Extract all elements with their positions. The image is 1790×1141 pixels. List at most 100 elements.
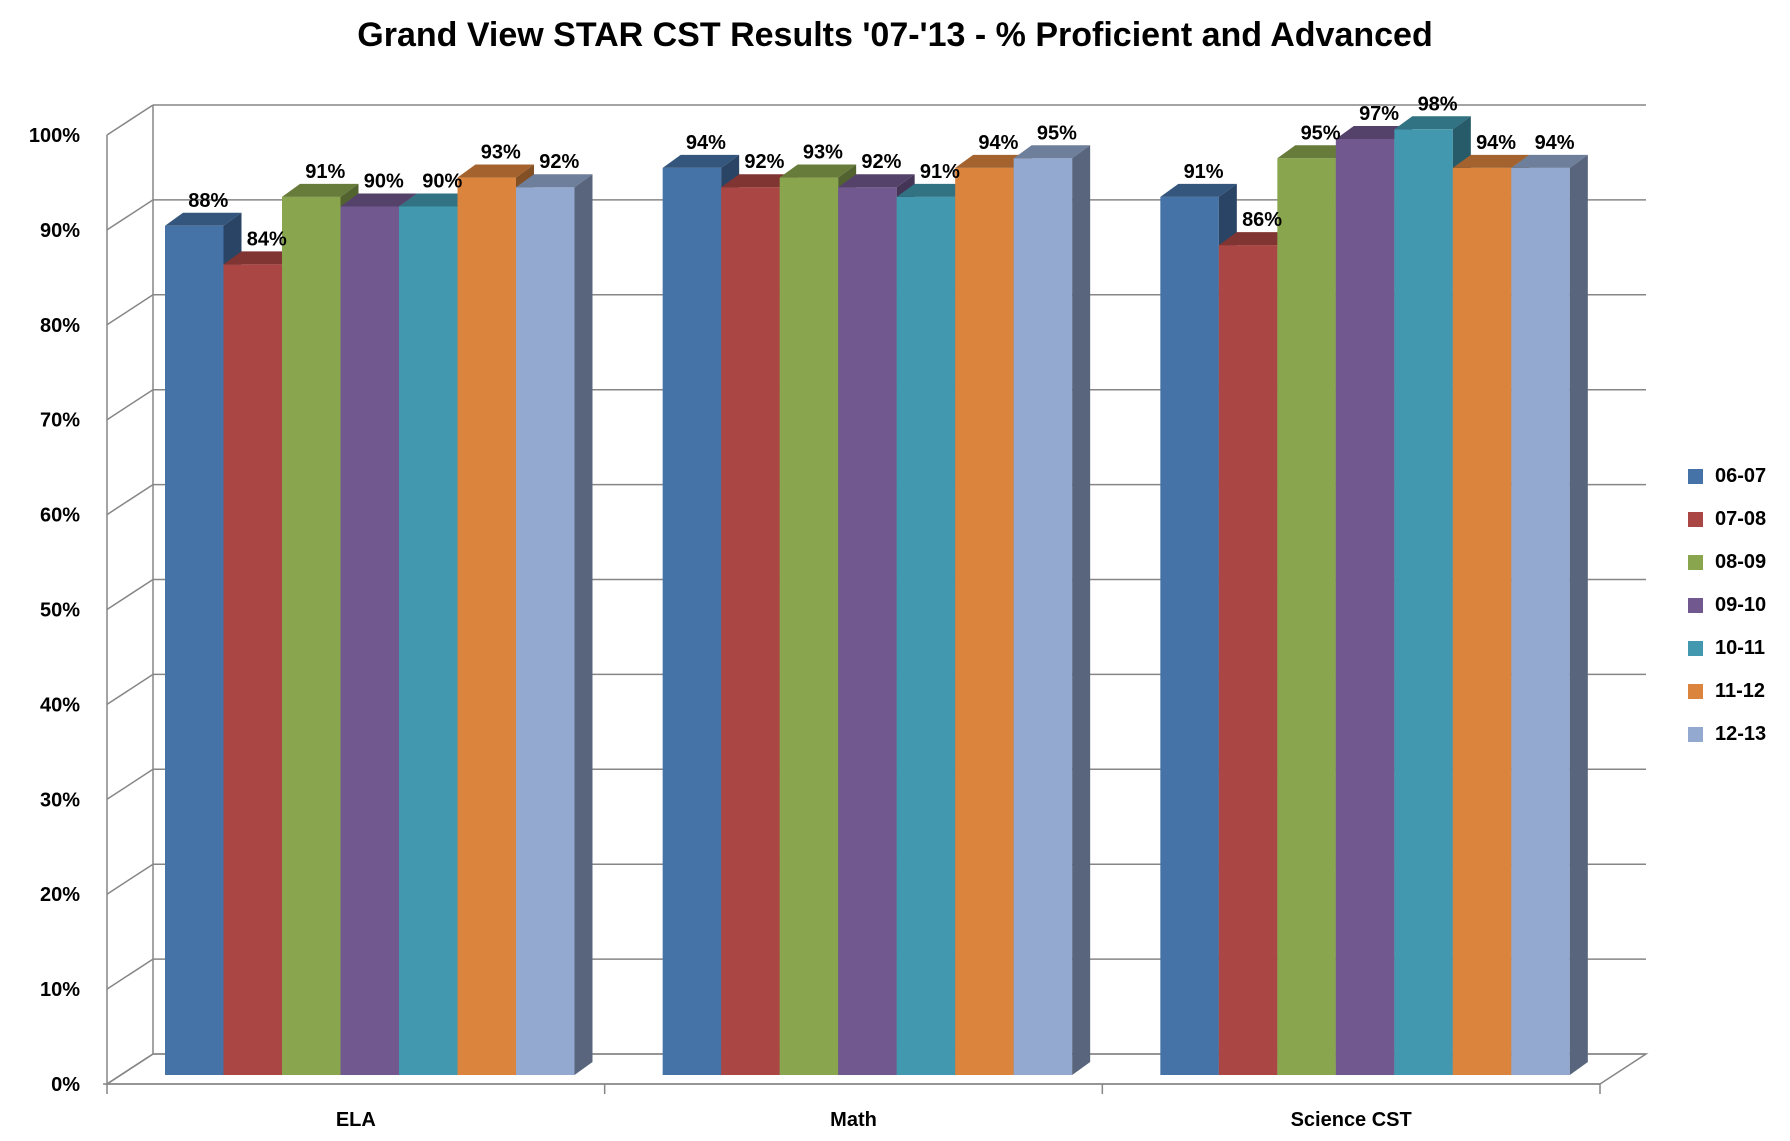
x-tick-label: ELA bbox=[336, 1109, 376, 1131]
bar-front bbox=[1335, 138, 1395, 1075]
bar-top bbox=[779, 164, 857, 178]
bar-front bbox=[223, 264, 282, 1075]
bar-top bbox=[340, 193, 417, 207]
bar-front bbox=[779, 177, 839, 1076]
bars bbox=[165, 116, 1588, 1076]
legend-item: 10-11 bbox=[1688, 627, 1766, 670]
data-label: 91% bbox=[920, 161, 960, 183]
y-tick-label: 60% bbox=[40, 505, 80, 527]
axes: 0% 10% 20% 30% 40% 50% 60% 70% 80% 90% 100% ELA Math… bbox=[29, 125, 1601, 1131]
bar-top bbox=[1452, 154, 1530, 168]
legend-item: 11-12 bbox=[1688, 670, 1766, 713]
legend-label: 06-07 bbox=[1715, 465, 1767, 487]
bar-front bbox=[955, 167, 1014, 1075]
bar-front bbox=[721, 187, 780, 1075]
legend-item: 06-07 bbox=[1688, 455, 1766, 498]
bar-front bbox=[282, 196, 341, 1076]
data-label: 95% bbox=[1301, 122, 1341, 144]
y-tick-label: 10% bbox=[40, 979, 80, 1001]
data-label: 94% bbox=[1535, 132, 1575, 154]
bar-front bbox=[1277, 158, 1336, 1075]
bar-top bbox=[1394, 116, 1471, 130]
bar-top bbox=[1511, 154, 1588, 168]
bar-front bbox=[662, 167, 722, 1075]
legend-label: 09-10 bbox=[1715, 594, 1767, 616]
data-label: 92% bbox=[861, 151, 901, 173]
bar-top bbox=[165, 212, 242, 226]
bar-front bbox=[1013, 158, 1073, 1075]
bar-top bbox=[955, 154, 1032, 168]
legend-label: 12-13 bbox=[1715, 723, 1767, 745]
data-label: 93% bbox=[803, 142, 843, 164]
side-wall-line bbox=[106, 199, 154, 231]
legend-swatch bbox=[1688, 555, 1703, 570]
legend-label: 11-12 bbox=[1715, 680, 1766, 702]
data-label: 98% bbox=[1418, 93, 1458, 115]
data-label: 91% bbox=[1184, 161, 1224, 183]
bar bbox=[1511, 154, 1588, 1075]
data-label: 92% bbox=[539, 151, 579, 173]
bar-top bbox=[1160, 183, 1237, 197]
bar-top bbox=[1277, 145, 1354, 159]
y-tick-label: 40% bbox=[40, 694, 80, 716]
side-wall-line bbox=[106, 389, 154, 421]
data-label: 95% bbox=[1037, 122, 1077, 144]
side-wall-line bbox=[106, 958, 154, 990]
bar-front bbox=[457, 177, 516, 1076]
y-tick-label: 0% bbox=[51, 1074, 80, 1096]
side-wall-line bbox=[106, 294, 154, 326]
legend-swatch bbox=[1688, 469, 1703, 484]
legend-item: 07-08 bbox=[1688, 498, 1766, 541]
legend-item: 12-13 bbox=[1688, 713, 1766, 756]
y-tick-label: 20% bbox=[40, 884, 80, 906]
data-label: 86% bbox=[1242, 209, 1282, 231]
legend-swatch bbox=[1688, 641, 1703, 656]
data-label: 94% bbox=[978, 132, 1018, 154]
bar-front bbox=[516, 187, 575, 1075]
y-tick-label: 90% bbox=[40, 220, 80, 242]
bar-front bbox=[1511, 167, 1570, 1075]
bar-top bbox=[1335, 125, 1413, 139]
legend-label: 07-08 bbox=[1715, 508, 1767, 530]
bar bbox=[1013, 145, 1091, 1075]
bar-top bbox=[1013, 145, 1091, 159]
legend-item: 08-09 bbox=[1688, 541, 1766, 584]
y-tick-label: 70% bbox=[40, 410, 80, 432]
side-wall-line bbox=[106, 768, 154, 800]
legend-swatch bbox=[1688, 684, 1703, 699]
y-tick-label: 30% bbox=[40, 789, 80, 811]
legend-label: 10-11 bbox=[1715, 637, 1766, 659]
bar-front bbox=[340, 206, 399, 1075]
bar-top bbox=[457, 164, 534, 178]
x-tick-label: Science CST bbox=[1291, 1109, 1412, 1131]
data-label: 97% bbox=[1359, 103, 1399, 125]
bar-front bbox=[399, 206, 458, 1075]
legend: 06-07 07-08 08-09 09-10 10-11 11-12 12-13 bbox=[1688, 455, 1766, 756]
legend-item: 09-10 bbox=[1688, 584, 1766, 627]
bar-side bbox=[1072, 145, 1091, 1075]
bar-top bbox=[838, 174, 915, 188]
legend-swatch bbox=[1688, 512, 1703, 527]
bar-top bbox=[516, 174, 593, 188]
bar-front bbox=[165, 225, 224, 1076]
data-label: 84% bbox=[247, 228, 287, 250]
legend-swatch bbox=[1688, 727, 1703, 742]
y-tick-label: 80% bbox=[40, 315, 80, 337]
data-label: 94% bbox=[1476, 132, 1516, 154]
bar-front bbox=[1160, 196, 1219, 1076]
data-label: 90% bbox=[364, 171, 404, 193]
side-wall-line bbox=[106, 578, 154, 611]
side-wall-line bbox=[106, 863, 154, 895]
data-label: 94% bbox=[686, 132, 726, 154]
bar-front bbox=[1452, 167, 1512, 1075]
chart-title: Grand View STAR CST Results '07-'13 - % … bbox=[357, 16, 1433, 54]
side-wall-line bbox=[106, 483, 154, 516]
data-label: 88% bbox=[188, 190, 228, 212]
y-tick-label: 50% bbox=[40, 600, 80, 622]
legend-label: 08-09 bbox=[1715, 551, 1767, 573]
bar-top bbox=[399, 193, 476, 207]
side-wall-line bbox=[106, 104, 154, 136]
bar-top bbox=[896, 183, 974, 197]
data-label: 93% bbox=[481, 142, 521, 164]
